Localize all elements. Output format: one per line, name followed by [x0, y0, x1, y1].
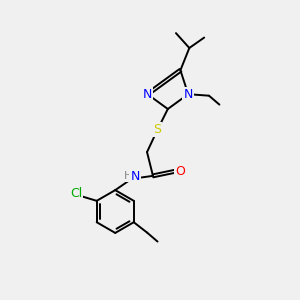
- Text: N: N: [130, 170, 140, 183]
- Text: H: H: [124, 172, 132, 182]
- Text: N: N: [184, 88, 193, 101]
- Text: O: O: [176, 165, 185, 178]
- Text: N: N: [143, 88, 152, 101]
- Text: S: S: [153, 123, 161, 136]
- Text: Cl: Cl: [70, 187, 82, 200]
- Text: N: N: [143, 88, 152, 101]
